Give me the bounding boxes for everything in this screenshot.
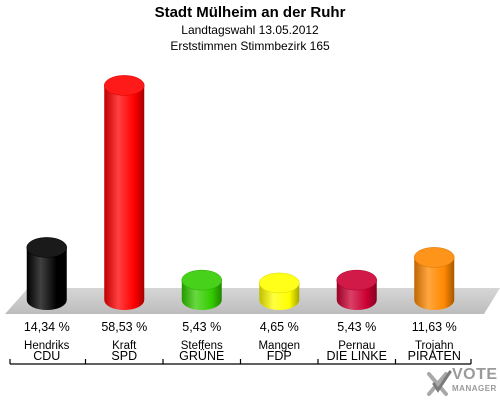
bar-piraten (414, 257, 455, 310)
candidate-label: Mangen (258, 340, 300, 352)
party-label: CDU (33, 349, 60, 363)
party-label: DIE LINKE (327, 349, 387, 363)
value-label: 5,43 % (337, 320, 376, 334)
bar-top (104, 75, 145, 96)
party-label: SPD (111, 349, 137, 363)
chart-title: Stadt Mülheim an der Ruhr (154, 4, 346, 21)
chart-subtitle-election: Landtagswahl 13.05.2012 (181, 23, 319, 37)
bar-top (259, 272, 300, 294)
chart-header: Stadt Mülheim an der Ruhr Landtagswahl 1… (0, 4, 500, 54)
candidate-label: Trojahn (415, 340, 454, 352)
candidate-label: Hendriks (24, 340, 70, 352)
bar-top (181, 269, 222, 291)
bar-top (26, 237, 67, 258)
vote-manager-logo: VOTE MANAGER (424, 366, 500, 400)
chart-subtitle-district: Erststimmen Stimmbezirk 165 (170, 39, 330, 53)
party-label: FDP (267, 349, 292, 363)
logo-text-vote: VOTE (452, 366, 498, 383)
value-label: 5,43 % (182, 320, 221, 334)
candidate-label: Pernau (338, 340, 375, 352)
value-label: 14,34 % (24, 320, 70, 334)
candidate-label: Steffens (181, 340, 223, 352)
bar-spd (104, 85, 145, 310)
value-label: 58,53 % (101, 320, 147, 334)
candidate-label: Kraft (112, 340, 137, 352)
bar-top (336, 269, 377, 291)
bar-top (414, 247, 455, 268)
party-label: GRÜNE (179, 349, 224, 363)
logo-text-manager: MANAGER (452, 384, 497, 393)
value-label: 11,63 % (412, 320, 457, 334)
value-label: 4,65 % (260, 320, 299, 334)
checkmark-x-logo-icon (427, 370, 452, 396)
party-label: PIRATEN (408, 349, 461, 363)
bar-cdu (26, 247, 67, 310)
